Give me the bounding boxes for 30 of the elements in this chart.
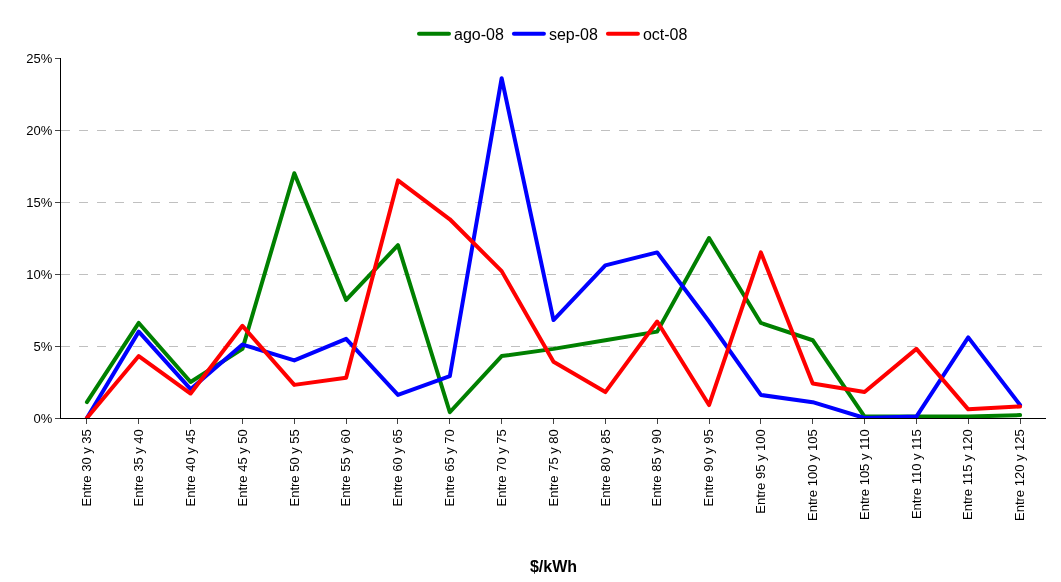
x-tick-label: Entre 35 y 40 <box>130 429 146 507</box>
x-tick-label: Entre 105 y 110 <box>856 429 872 521</box>
x-tick-label: Entre 70 y 75 <box>493 429 509 507</box>
x-tick-label: Entre 30 y 35 <box>79 429 95 507</box>
y-tick-label: 25% <box>26 50 53 66</box>
legend-label: oct-08 <box>642 25 688 43</box>
x-tick-label: Entre 95 y 100 <box>753 429 769 514</box>
x-tick-label: Entre 80 y 85 <box>597 429 613 507</box>
x-tick-label: Entre 40 y 45 <box>182 429 198 507</box>
x-tick-label: Entre 50 y 55 <box>286 429 302 507</box>
x-tick-label: Entre 75 y 80 <box>545 429 561 507</box>
x-tick-label: Entre 115 y 120 <box>960 429 976 521</box>
legend-label: sep-08 <box>548 25 598 43</box>
x-tick-label: Entre 60 y 65 <box>390 429 406 507</box>
y-tick-label: 5% <box>33 338 53 354</box>
line-series <box>84 76 1023 418</box>
x-tick-label: Entre 55 y 60 <box>338 429 354 507</box>
x-tick-label: Entre 45 y 50 <box>234 429 250 507</box>
x-tick-label: Entre 120 y 125 <box>1012 429 1028 521</box>
y-tick-label: 20% <box>26 122 53 138</box>
legend-label: ago-08 <box>454 25 504 43</box>
x-axis-title: $/kWh <box>529 557 578 575</box>
x-tick-label: Entre 65 y 70 <box>442 429 458 507</box>
x-tick-label: Entre 85 y 90 <box>649 429 665 507</box>
y-tick-label: 10% <box>26 266 53 282</box>
y-tick-label: 15% <box>26 194 53 210</box>
y-tick-label: 0% <box>33 410 53 426</box>
x-tick-label: Entre 90 y 95 <box>701 429 717 507</box>
x-tick-label: Entre 110 y 115 <box>908 429 924 520</box>
x-tick-label: Entre 100 y 105 <box>804 429 820 521</box>
